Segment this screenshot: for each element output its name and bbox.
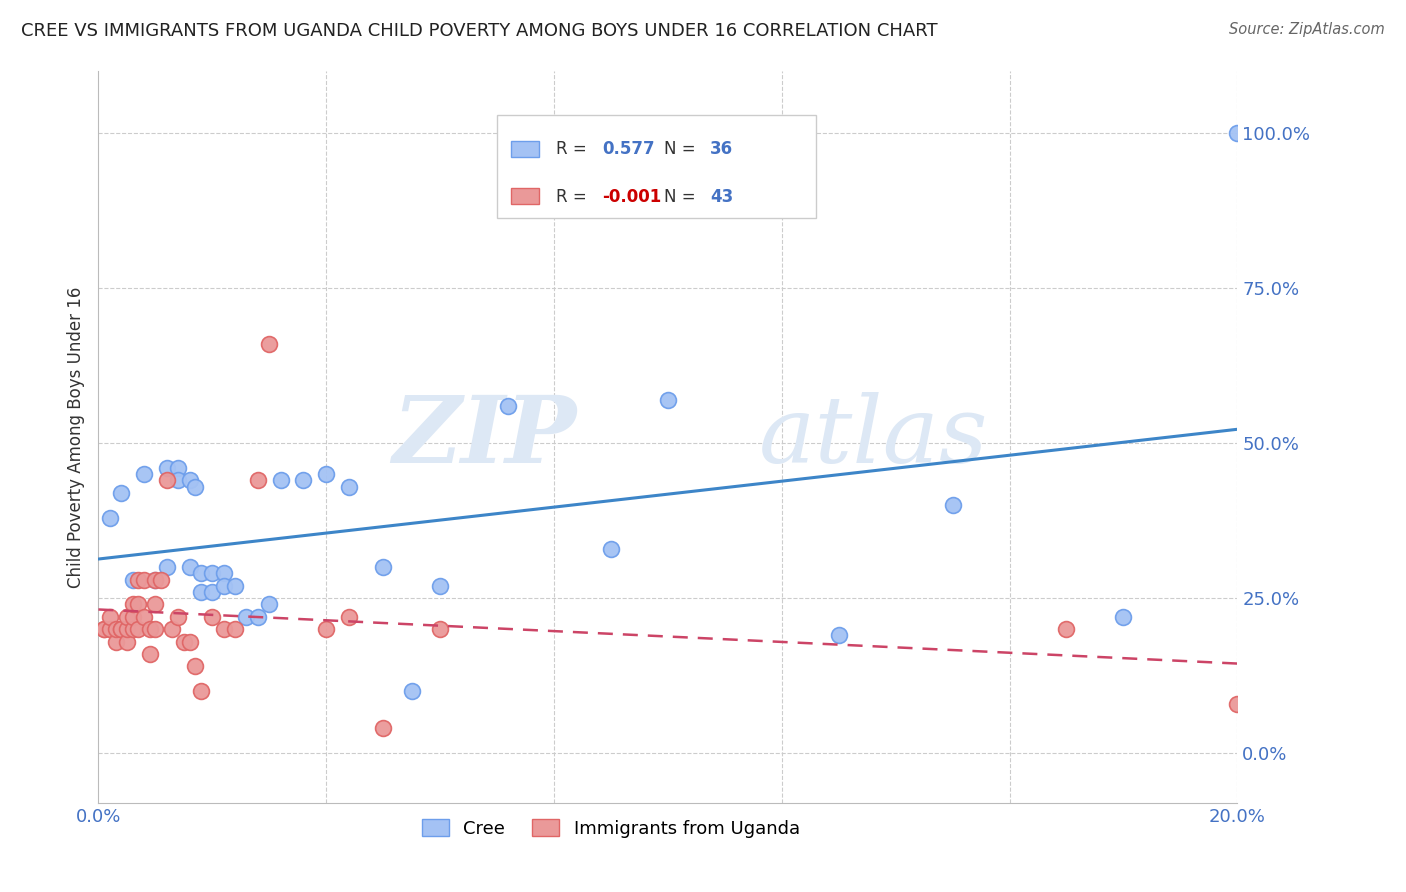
Point xyxy=(212,566,235,581)
Point xyxy=(337,610,360,624)
Text: -0.001: -0.001 xyxy=(602,187,661,205)
FancyBboxPatch shape xyxy=(510,141,538,157)
Point xyxy=(179,474,201,488)
Point xyxy=(145,598,167,612)
Point xyxy=(224,622,246,636)
Point xyxy=(115,610,138,624)
Point xyxy=(1226,126,1249,140)
Point xyxy=(138,622,160,636)
Point xyxy=(190,585,212,599)
Point xyxy=(104,622,127,636)
Point xyxy=(167,474,190,488)
Point xyxy=(110,622,132,636)
Text: 36: 36 xyxy=(710,140,733,159)
Point xyxy=(224,579,246,593)
Point xyxy=(145,573,167,587)
Point xyxy=(184,659,207,673)
Point xyxy=(201,566,224,581)
Point xyxy=(315,467,337,482)
Point xyxy=(179,634,201,648)
Point xyxy=(167,461,190,475)
Text: CREE VS IMMIGRANTS FROM UGANDA CHILD POVERTY AMONG BOYS UNDER 16 CORRELATION CHA: CREE VS IMMIGRANTS FROM UGANDA CHILD POV… xyxy=(21,22,938,40)
Point xyxy=(190,684,212,698)
Point xyxy=(201,585,224,599)
Point xyxy=(942,498,965,512)
Point xyxy=(115,622,138,636)
Point xyxy=(401,684,423,698)
Point xyxy=(373,722,395,736)
Point xyxy=(235,610,257,624)
Point xyxy=(138,647,160,661)
Point xyxy=(132,467,155,482)
Point xyxy=(132,610,155,624)
Point xyxy=(93,622,115,636)
Point xyxy=(127,622,149,636)
Point xyxy=(828,628,851,642)
Text: N =: N = xyxy=(665,140,702,159)
Point xyxy=(179,560,201,574)
Text: N =: N = xyxy=(665,187,702,205)
Point xyxy=(600,541,623,556)
Point xyxy=(167,610,190,624)
Point xyxy=(110,486,132,500)
Text: 0.577: 0.577 xyxy=(602,140,654,159)
Point xyxy=(121,573,143,587)
Text: atlas: atlas xyxy=(759,392,988,482)
Point xyxy=(98,510,121,524)
Point xyxy=(121,610,143,624)
Text: ZIP: ZIP xyxy=(392,392,576,482)
Point xyxy=(1056,622,1078,636)
Point xyxy=(184,480,207,494)
Point xyxy=(315,622,337,636)
Point xyxy=(145,622,167,636)
Point xyxy=(270,474,292,488)
Point xyxy=(429,579,451,593)
Text: R =: R = xyxy=(557,187,592,205)
Point xyxy=(156,560,179,574)
Point xyxy=(110,622,132,636)
Text: Source: ZipAtlas.com: Source: ZipAtlas.com xyxy=(1229,22,1385,37)
Point xyxy=(259,337,281,351)
Point xyxy=(246,610,269,624)
Point xyxy=(145,573,167,587)
Text: 43: 43 xyxy=(710,187,734,205)
Legend: Cree, Immigrants from Uganda: Cree, Immigrants from Uganda xyxy=(415,813,807,845)
Point xyxy=(259,598,281,612)
Point xyxy=(1112,610,1135,624)
Point xyxy=(246,474,269,488)
Point xyxy=(98,610,121,624)
Point xyxy=(1226,697,1249,711)
Point xyxy=(121,622,143,636)
Point xyxy=(156,461,179,475)
FancyBboxPatch shape xyxy=(498,115,815,218)
Point xyxy=(429,622,451,636)
Point xyxy=(292,474,315,488)
Point xyxy=(104,634,127,648)
Point xyxy=(93,622,115,636)
Point xyxy=(127,598,149,612)
Point xyxy=(498,399,520,413)
Point xyxy=(115,634,138,648)
Point xyxy=(132,573,155,587)
Point xyxy=(337,480,360,494)
Point xyxy=(162,622,184,636)
Y-axis label: Child Poverty Among Boys Under 16: Child Poverty Among Boys Under 16 xyxy=(66,286,84,588)
Point xyxy=(190,566,212,581)
Point xyxy=(212,622,235,636)
Point xyxy=(127,573,149,587)
Point xyxy=(150,573,173,587)
Point xyxy=(98,622,121,636)
Point xyxy=(212,579,235,593)
Text: R =: R = xyxy=(557,140,592,159)
Point xyxy=(156,474,179,488)
Point xyxy=(201,610,224,624)
FancyBboxPatch shape xyxy=(510,188,538,204)
Point xyxy=(373,560,395,574)
Point xyxy=(173,634,195,648)
Point xyxy=(121,598,143,612)
Point xyxy=(657,392,679,407)
